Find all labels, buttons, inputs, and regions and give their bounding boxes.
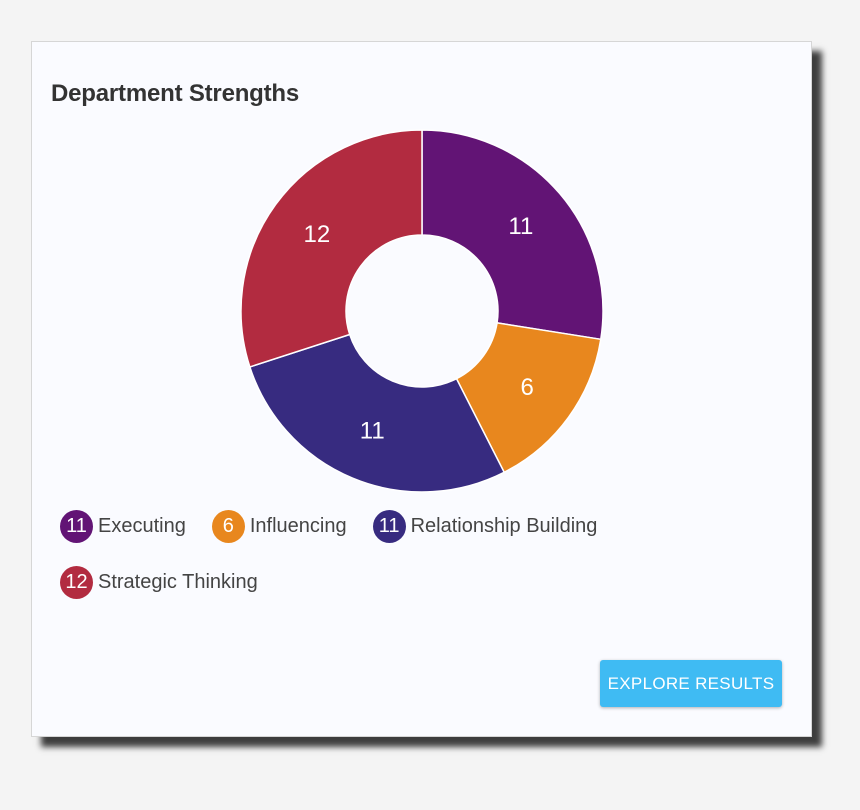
- legend-item-strategic-thinking: 12 Strategic Thinking: [60, 565, 258, 599]
- donut-slice-relationship-building: [248, 333, 506, 493]
- legend-label-strategic-thinking: Strategic Thinking: [98, 570, 258, 593]
- donut-chart: 11 6 11 12: [240, 129, 604, 493]
- legend-item-relationship-building: 11 Relationship Building: [372, 509, 598, 543]
- legend-badge-executing: 11: [60, 509, 93, 543]
- legend-item-executing: 11 Executing: [60, 509, 186, 543]
- legend-label-executing: Executing: [98, 514, 186, 537]
- legend-row: 12 Strategic Thinking: [60, 565, 700, 599]
- legend-badge-influencing: 6: [211, 509, 245, 543]
- legend-badge-relationship-building: 11: [372, 509, 406, 543]
- legend-label-influencing: Influencing: [249, 514, 347, 537]
- department-strengths-card: Department Strengths 11 6 11 12 11 Executin…: [31, 41, 812, 737]
- slice-label-influencing: 6: [520, 374, 533, 401]
- slice-label-relationship-building: 11: [360, 418, 385, 445]
- slice-label-strategic-thinking: 12: [303, 221, 330, 248]
- chart-legend: 11 Executing 6 Influencing 11 Relationsh…: [60, 509, 700, 621]
- donut-slice-executing: [421, 129, 604, 341]
- explore-results-button[interactable]: EXPLORE RESULTS: [600, 660, 782, 707]
- card-title: Department Strengths: [51, 80, 300, 107]
- slice-label-executing: 11: [508, 213, 533, 240]
- legend-row: 11 Executing 6 Influencing 11 Relationsh…: [60, 509, 700, 543]
- legend-item-influencing: 6 Influencing: [211, 509, 347, 543]
- legend-label-relationship-building: Relationship Building: [410, 514, 598, 537]
- donut-slice-influencing: [455, 322, 602, 474]
- donut-slice-strategic-thinking: [240, 129, 423, 368]
- legend-badge-strategic-thinking: 12: [60, 565, 93, 599]
